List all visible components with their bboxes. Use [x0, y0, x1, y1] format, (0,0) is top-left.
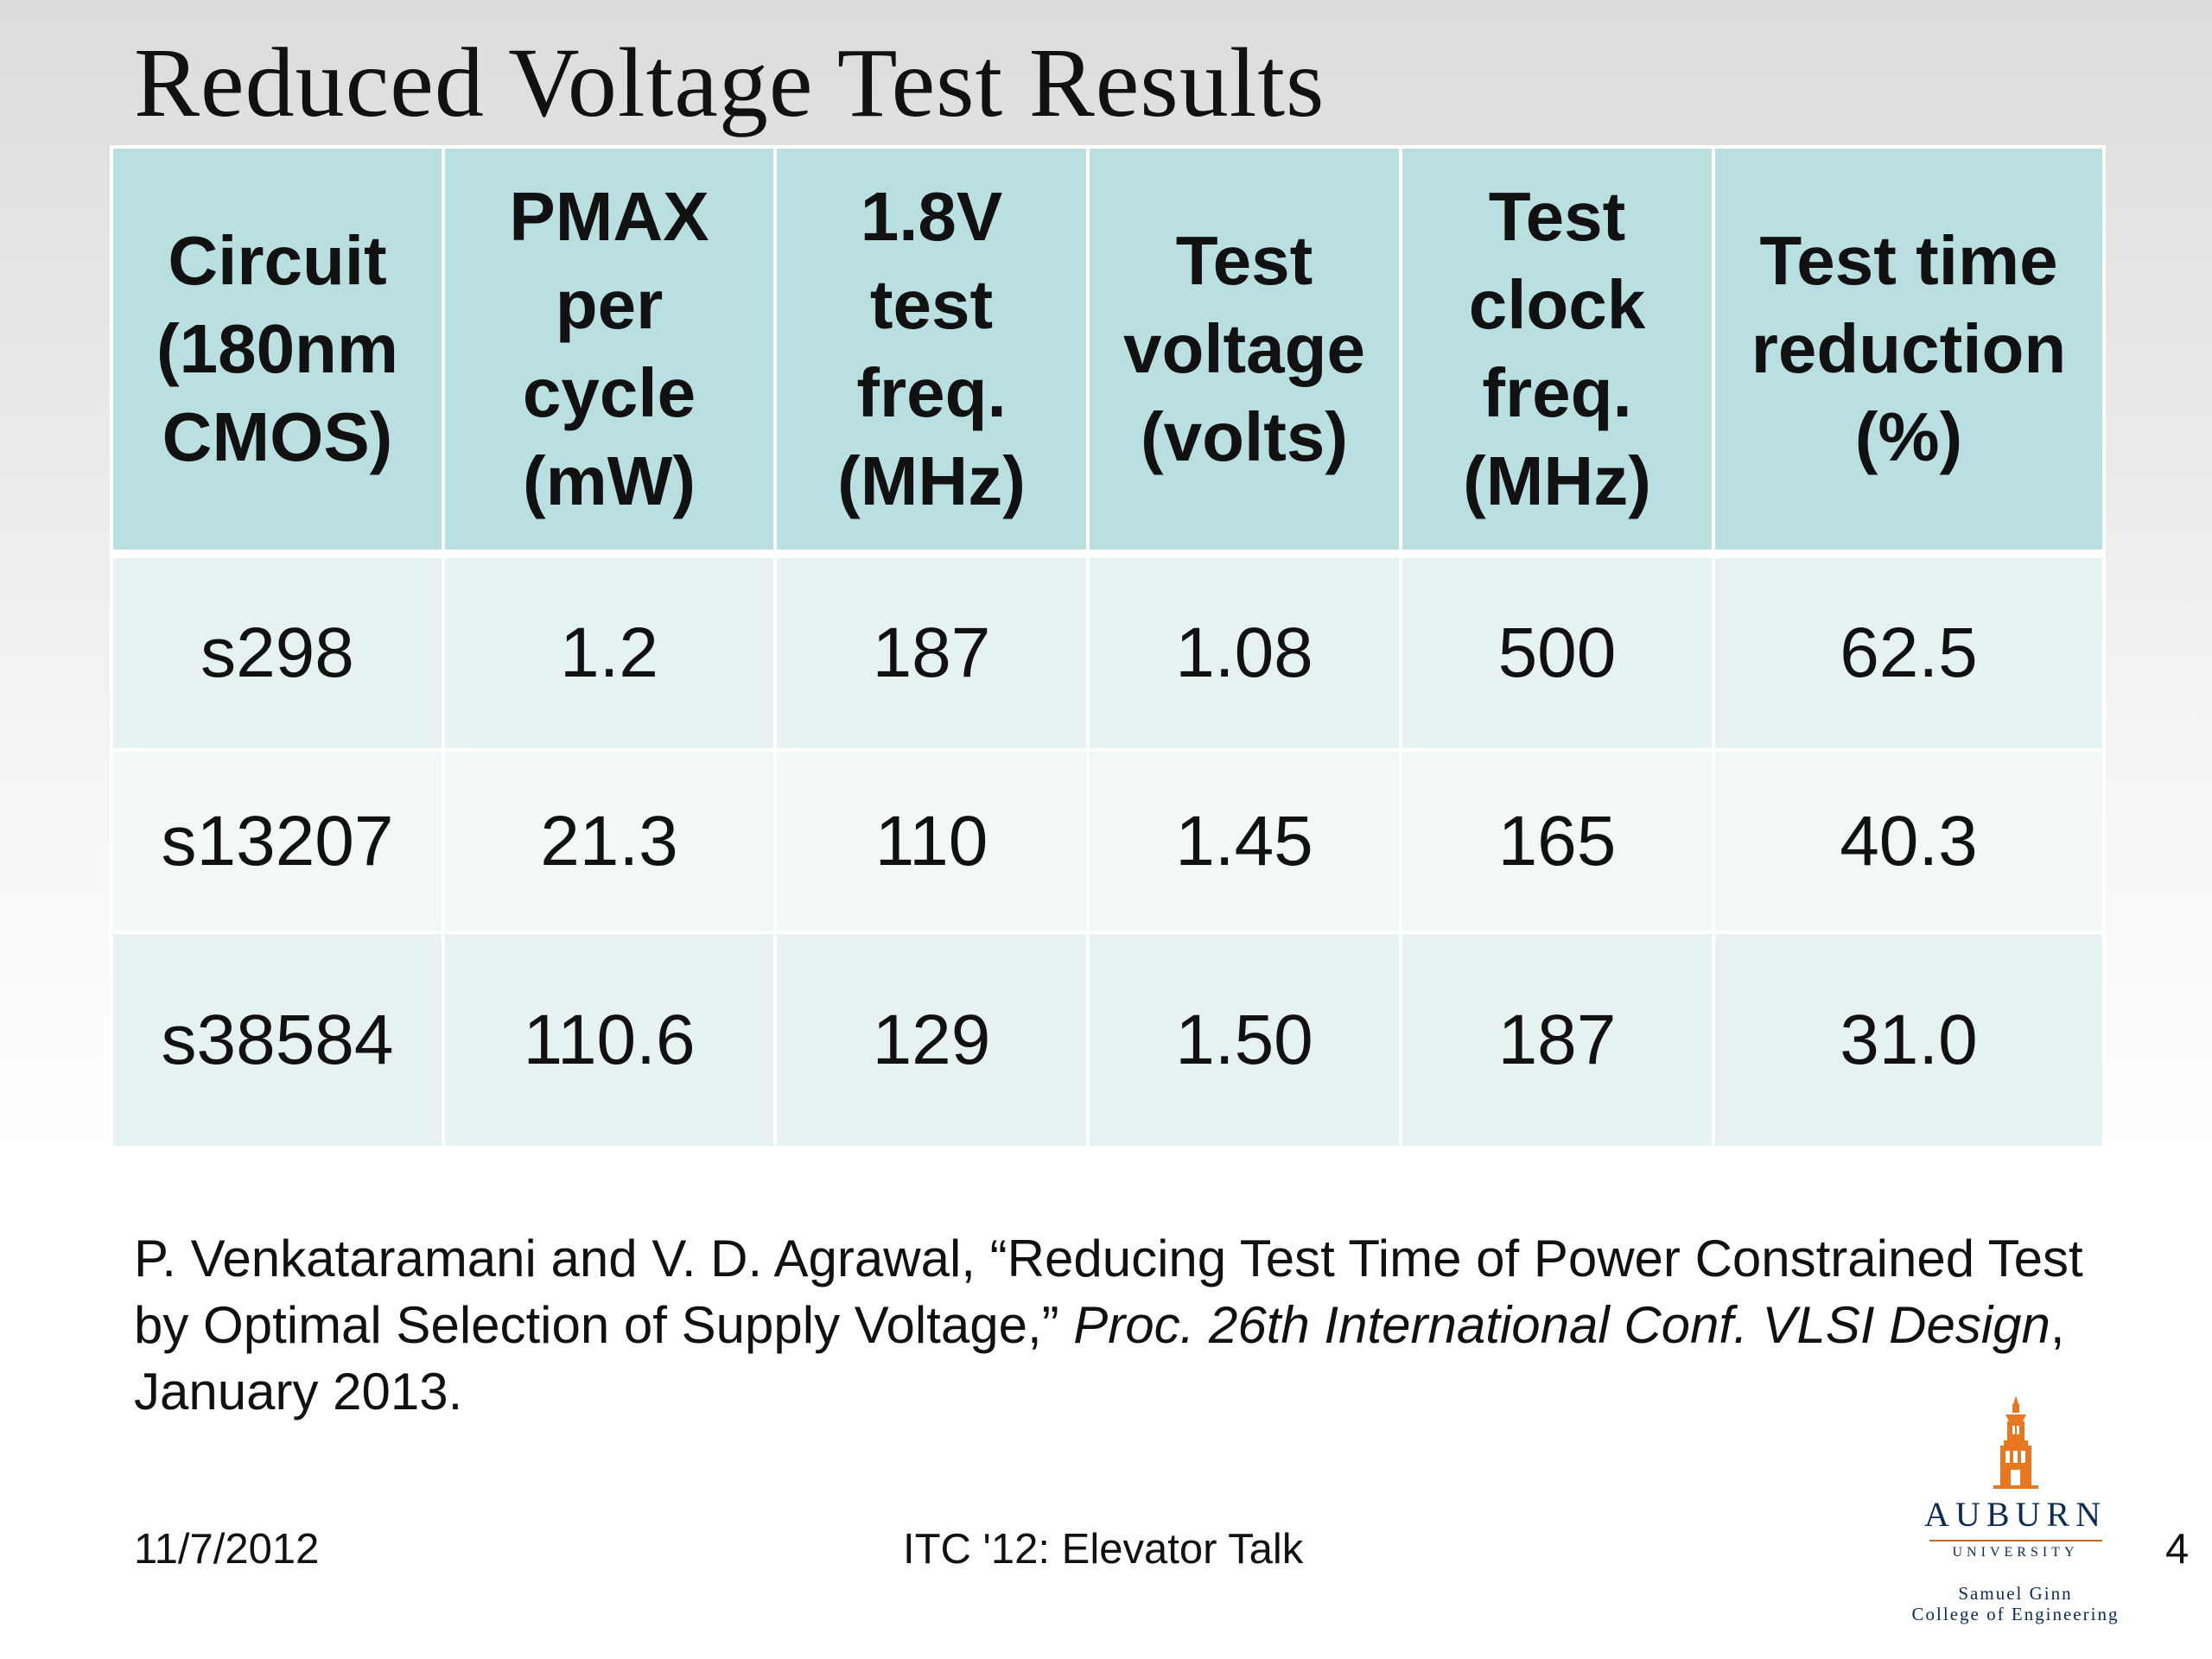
cell-nominal-freq: 129: [773, 931, 1090, 1149]
logo-university: UNIVERSITY: [1952, 1545, 2079, 1560]
logo-college-line2: College of Engineering: [1911, 1604, 2120, 1624]
header-nominal-test-freq: 1.8V test freq. (MHz): [773, 145, 1090, 556]
logo-college: Samuel Ginn College of Engineering: [1866, 1583, 2164, 1624]
cell-circuit: s38584: [110, 931, 445, 1149]
cell-nominal-freq: 110: [773, 748, 1090, 934]
header-circuit: Circuit (180nm CMOS): [110, 145, 445, 556]
citation-venue: Proc. 26th International Conf. VLSI Desi…: [1073, 1296, 2050, 1354]
citation-authors-title: P. Venkataramani and V. D. Agrawal, “Red…: [134, 1230, 2083, 1354]
header-test-clock-freq: Test clock freq. (MHz): [1399, 145, 1715, 556]
table-row: s38584 110.6 129 1.50 187 31.0: [110, 931, 2106, 1149]
header-test-voltage: Test voltage (volts): [1086, 145, 1402, 556]
cell-pmax: 21.3: [442, 748, 777, 934]
tower-icon: [1993, 1395, 2038, 1489]
table-header-row: Circuit (180nm CMOS) PMAX per cycle (mW)…: [110, 145, 2106, 556]
logo-divider: [1929, 1540, 2102, 1541]
logo-college-line1: Samuel Ginn: [1958, 1583, 2073, 1604]
cell-reduction: 40.3: [1712, 748, 2106, 934]
cell-reduction: 62.5: [1712, 552, 2106, 752]
page-number: 4: [2165, 1526, 2190, 1573]
auburn-logo: AUBURN UNIVERSITY Samuel Ginn College of…: [1866, 1395, 2164, 1646]
logo-auburn-wordmark: AUBURN: [1924, 1495, 2107, 1534]
cell-test-voltage: 1.45: [1086, 748, 1402, 934]
cell-circuit: s13207: [110, 748, 445, 934]
cell-test-clock: 165: [1399, 748, 1715, 934]
cell-test-voltage: 1.50: [1086, 931, 1402, 1149]
cell-circuit: s298: [110, 552, 445, 752]
results-table: Circuit (180nm CMOS) PMAX per cycle (mW)…: [110, 145, 2106, 1149]
cell-pmax: 1.2: [442, 552, 777, 752]
citation: P. Venkataramani and V. D. Agrawal, “Red…: [134, 1225, 2121, 1425]
footer-talk-title: ITC '12: Elevator Talk: [903, 1526, 1304, 1573]
table-row: s13207 21.3 110 1.45 165 40.3: [110, 748, 2106, 934]
cell-nominal-freq: 187: [773, 552, 1090, 752]
cell-test-clock: 500: [1399, 552, 1715, 752]
header-pmax: PMAX per cycle (mW): [442, 145, 777, 556]
footer-date: 11/7/2012: [134, 1526, 320, 1573]
citation-date: , January 2013.: [134, 1296, 2065, 1421]
cell-test-clock: 187: [1399, 931, 1715, 1149]
header-test-time-reduction: Test time reduction (%): [1712, 145, 2106, 556]
table-row: s298 1.2 187 1.08 500 62.5: [110, 552, 2106, 752]
cell-pmax: 110.6: [442, 931, 777, 1149]
slide-title: Reduced Voltage Test Results: [134, 28, 1325, 137]
cell-reduction: 31.0: [1712, 931, 2106, 1149]
cell-test-voltage: 1.08: [1086, 552, 1402, 752]
